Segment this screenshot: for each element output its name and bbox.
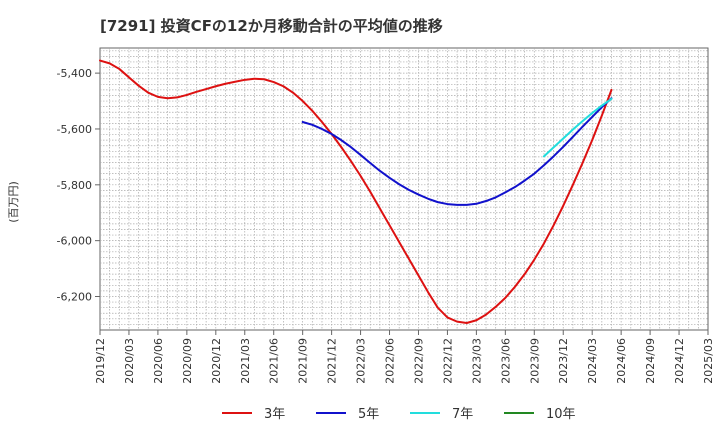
y-tick-label: -5,600 — [57, 123, 92, 136]
x-tick-label: 2019/12 — [94, 338, 107, 384]
x-tick-label: 2024/06 — [615, 338, 628, 384]
legend-label: 7年 — [452, 407, 473, 422]
y-tick-label: -6,000 — [57, 235, 92, 248]
x-tick-label: 2021/06 — [268, 338, 281, 384]
x-tick-label: 2021/12 — [326, 338, 339, 384]
x-tick-label: 2020/06 — [152, 338, 165, 384]
legend-label: 3年 — [264, 407, 285, 422]
x-tick-label: 2020/12 — [210, 338, 223, 384]
x-tick-label: 2025/03 — [702, 338, 715, 384]
x-tick-label: 2023/09 — [528, 338, 541, 384]
x-tick-label: 2022/06 — [384, 338, 397, 384]
x-tick-label: 2022/03 — [355, 338, 368, 384]
y-tick-label: -5,400 — [57, 67, 92, 80]
y-tick-label: -5,800 — [57, 179, 92, 192]
x-tick-label: 2024/03 — [586, 338, 599, 384]
x-axis: 2019/12 2020/03 2020/06 2020/09 2020/12 2021/… — [94, 330, 715, 384]
x-tick-label: 2021/09 — [297, 338, 310, 384]
series-line-2 — [542, 97, 613, 158]
chart-title: [7291] 投資CFの12か月移動合計の平均値の推移 — [100, 17, 443, 35]
legend: 3年 5年 7年 10年 — [222, 407, 576, 422]
x-tick-label: 2023/12 — [557, 338, 570, 384]
y-axis-label: (百万円) — [7, 181, 20, 223]
x-tick-label: 2024/09 — [644, 338, 657, 384]
x-tick-label: 2022/12 — [441, 338, 454, 384]
grid — [100, 48, 708, 330]
legend-label: 5年 — [358, 407, 379, 422]
x-tick-label: 2020/09 — [181, 338, 194, 384]
series-line-0 — [99, 59, 613, 325]
legend-label: 10年 — [546, 407, 576, 422]
y-tick-label: -6,200 — [57, 290, 92, 303]
series-lines — [99, 59, 613, 325]
x-tick-label: 2024/12 — [673, 338, 686, 384]
y-axis: -5,400 -5,600 -5,800 -6,000 -6,200 — [57, 67, 100, 303]
series-line-1 — [301, 97, 613, 206]
x-tick-label: 2021/03 — [239, 338, 252, 384]
x-tick-label: 2022/09 — [412, 338, 425, 384]
x-tick-label: 2023/03 — [470, 338, 483, 384]
x-tick-label: 2023/06 — [499, 338, 512, 384]
plot-area — [99, 47, 709, 331]
x-tick-label: 2020/03 — [123, 338, 136, 384]
